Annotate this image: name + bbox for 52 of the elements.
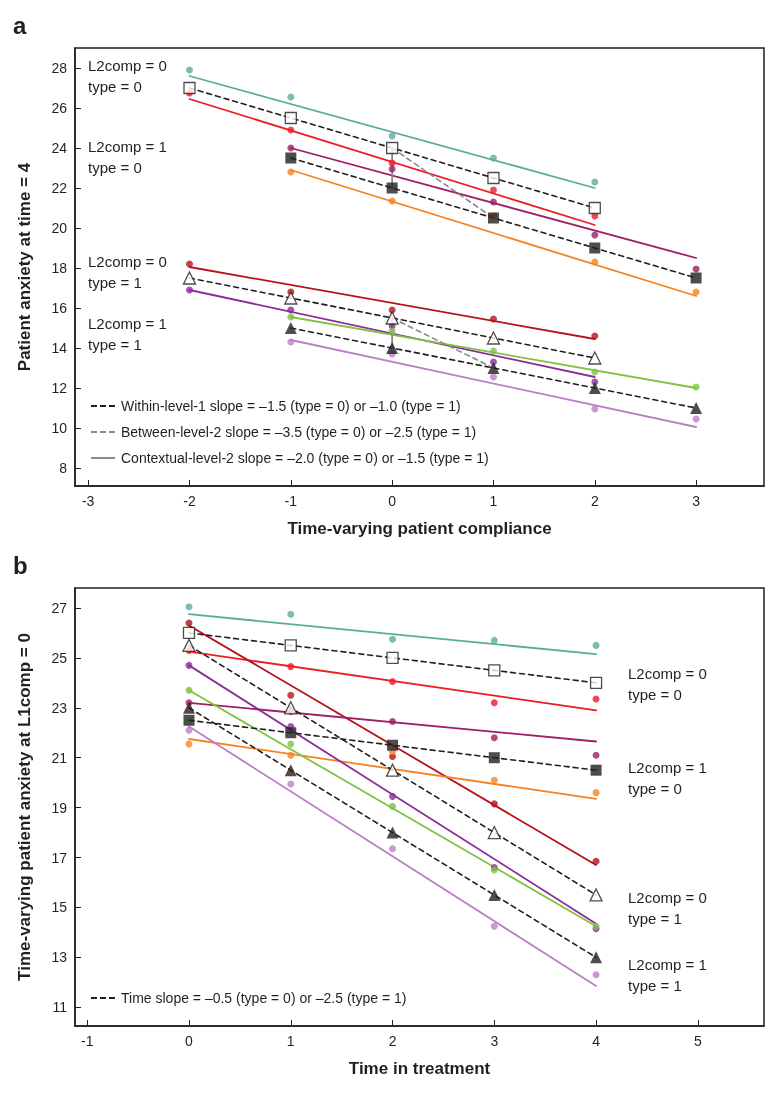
y-tick-label: 10 — [51, 420, 68, 436]
legend-label: Between-level-2 slope = –3.5 (type = 0) or –2.5 (type = 1) — [121, 424, 477, 440]
y-tick-label: 25 — [51, 649, 68, 666]
y-axis-title: Time-varying patient anxiety at L1comp = 0 — [15, 633, 34, 981]
x-tick-label: 5 — [693, 1033, 702, 1049]
x-tick-label: -1 — [80, 1033, 94, 1049]
x-axis-title: Time in treatment — [348, 1059, 491, 1078]
annotation: L2comp = 1 type = 1 — [628, 956, 707, 994]
legend-label: Time slope = –0.5 (type = 0) or –2.5 (type = 1) — [121, 990, 407, 1006]
x-tick-label: 1 — [489, 493, 498, 509]
y-axis-title: Patient anxiety at time = 4 — [15, 162, 34, 372]
annotation: L2comp = 0 type = 0 — [628, 665, 707, 703]
x-tick-label: 4 — [592, 1033, 601, 1049]
y-tick-label: 12 — [51, 380, 68, 396]
x-tick-label: -2 — [183, 493, 196, 509]
chart-title: b — [13, 551, 28, 579]
y-tick-label: 21 — [51, 749, 68, 766]
y-tick-label: 26 — [51, 100, 68, 116]
annotation: L2comp = 1 type = 1 — [88, 315, 167, 353]
y-tick-label: 16 — [51, 300, 68, 316]
y-tick-label: 8 — [59, 460, 68, 476]
y-tick-label: 17 — [51, 849, 68, 866]
annotation: L2comp = 0 type = 1 — [628, 889, 707, 927]
x-tick-label: -1 — [284, 493, 298, 509]
annotation: L2comp = 0 type = 0 — [88, 57, 167, 95]
x-tick-label: 1 — [286, 1033, 295, 1049]
y-tick-label: 28 — [51, 60, 68, 76]
x-tick-label: -3 — [81, 493, 95, 509]
y-tick-label: 20 — [51, 220, 68, 236]
x-axis-title: Time-varying patient compliance — [287, 519, 552, 538]
chart-title: a — [13, 11, 27, 39]
legend-label: Within-level-1 slope = –1.5 (type = 0) or –1.0 (type = 1) — [121, 398, 461, 414]
y-tick-label: 24 — [51, 140, 68, 156]
y-tick-label: 22 — [51, 180, 68, 196]
x-tick-label: 0 — [185, 1033, 194, 1049]
y-tick-label: 19 — [51, 799, 68, 816]
legend-label: Contextual-level-2 slope = –2.0 (type = 0) or –1.5 (type = 1) — [121, 450, 489, 466]
y-tick-label: 15 — [51, 899, 68, 916]
y-tick-label: 18 — [51, 260, 68, 276]
x-tick-label: 2 — [590, 493, 599, 509]
y-tick-label: 11 — [52, 999, 68, 1016]
annotation: L2comp = 1 type = 0 — [628, 759, 707, 797]
annotation: L2comp = 0 type = 1 — [88, 253, 167, 291]
y-tick-label: 13 — [51, 949, 68, 966]
y-tick-label: 27 — [51, 599, 68, 616]
y-tick-label: 23 — [51, 699, 68, 716]
x-tick-label: 3 — [692, 493, 701, 509]
x-tick-label: 2 — [388, 1033, 397, 1049]
annotation: L2comp = 1 type = 0 — [88, 138, 167, 176]
y-tick-label: 14 — [51, 340, 68, 356]
x-tick-label: 0 — [388, 493, 397, 509]
x-tick-label: 3 — [490, 1033, 499, 1049]
